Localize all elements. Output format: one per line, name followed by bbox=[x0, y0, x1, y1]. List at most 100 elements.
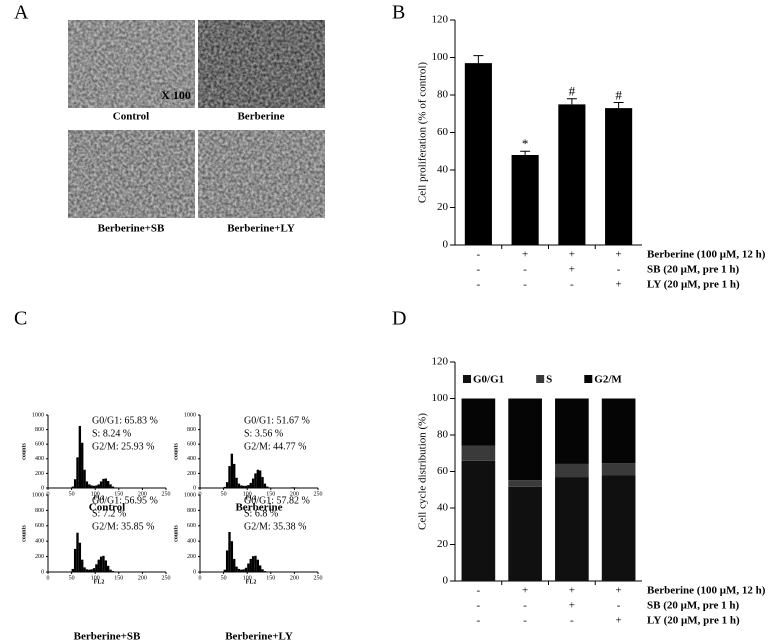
magnification: X 100 bbox=[161, 88, 191, 102]
condition-sign: + bbox=[616, 249, 622, 261]
y-tick-label: 200 bbox=[187, 471, 196, 477]
x-tick-label: 200 bbox=[290, 491, 299, 497]
x-tick-label: 0 bbox=[47, 575, 50, 581]
y-tick-label: 40 bbox=[437, 164, 449, 176]
histogram-bar bbox=[223, 486, 226, 488]
cycle-stat: S: 3.56 % bbox=[244, 428, 283, 439]
condition-sign: - bbox=[477, 249, 481, 261]
y-tick-label: 0 bbox=[193, 485, 196, 491]
histogram-bar bbox=[95, 485, 98, 488]
condition-sign: - bbox=[477, 615, 481, 627]
histogram-bar bbox=[256, 469, 259, 488]
condition-sign: + bbox=[569, 600, 575, 612]
y-tick-label: 600 bbox=[187, 442, 196, 448]
condition-sign: - bbox=[477, 279, 481, 291]
cycle-stat: G2/M: 35.85 % bbox=[92, 521, 155, 532]
histogram-caption: Berberine+LY bbox=[225, 631, 293, 643]
histogram-bar bbox=[240, 485, 243, 488]
histogram-bar bbox=[244, 567, 248, 572]
histogram-bar bbox=[102, 555, 105, 572]
histogram-bar bbox=[235, 566, 238, 572]
histogram-bar bbox=[95, 564, 98, 572]
bar-segment bbox=[601, 398, 636, 464]
y-tick-label: 800 bbox=[35, 427, 44, 433]
condition-label: SB (20 μM, pre 1 h) bbox=[647, 264, 740, 276]
y-tick-label: 1000 bbox=[184, 412, 196, 418]
x-tick-label: 0 bbox=[199, 575, 202, 581]
x-tick-label: 100 bbox=[91, 491, 100, 497]
y-tick-label: 400 bbox=[187, 539, 196, 545]
bar-segment bbox=[508, 398, 542, 481]
histogram-bar bbox=[242, 485, 245, 488]
histogram-bar bbox=[81, 559, 84, 572]
y-axis-title: counts bbox=[21, 525, 27, 542]
cycle-stat: G0/G1: 57.82 % bbox=[244, 495, 310, 506]
cycle-stat: S: 8.24 % bbox=[92, 428, 131, 439]
condition-sign: - bbox=[617, 264, 621, 276]
x-tick-label: 250 bbox=[314, 491, 323, 497]
y-tick-label: 600 bbox=[35, 523, 44, 529]
bar-segment bbox=[508, 486, 542, 581]
histogram-bar bbox=[99, 556, 103, 572]
histogram-bar bbox=[294, 487, 297, 488]
histogram-bar bbox=[92, 485, 96, 488]
histogram-bar bbox=[230, 453, 234, 488]
y-tick-label: 40 bbox=[437, 502, 449, 514]
micrograph-caption: Control bbox=[113, 111, 149, 123]
histogram-bar bbox=[85, 569, 89, 572]
x-tick-label: 150 bbox=[114, 491, 123, 497]
x-tick-label: 50 bbox=[69, 491, 75, 497]
condition-label: Berberine (100 μM, 12 h) bbox=[647, 585, 766, 597]
histogram-bar bbox=[237, 568, 241, 572]
histogram-bar bbox=[109, 484, 112, 488]
y-tick-label: 80 bbox=[437, 429, 449, 441]
histogram-bar bbox=[228, 531, 231, 572]
y-tick-label: 200 bbox=[35, 554, 44, 560]
y-tick-label: 60 bbox=[437, 465, 449, 477]
histogram-bar bbox=[225, 550, 229, 572]
y-tick-label: 0 bbox=[41, 485, 44, 491]
histogram-bar bbox=[88, 484, 91, 488]
bar-segment bbox=[508, 480, 542, 487]
condition-label: Berberine (100 μM, 12 h) bbox=[647, 249, 766, 261]
histogram-bar bbox=[104, 478, 107, 488]
y-tick-label: 60 bbox=[437, 126, 449, 138]
histogram-bar bbox=[78, 542, 82, 572]
y-tick-label: 1000 bbox=[32, 492, 44, 498]
condition-sign: + bbox=[569, 585, 575, 597]
y-tick-label: 600 bbox=[35, 442, 44, 448]
y-tick-label: 0 bbox=[41, 569, 44, 575]
condition-sign: - bbox=[477, 585, 481, 597]
histogram-bar bbox=[247, 485, 250, 488]
bar-segment bbox=[601, 475, 636, 581]
histogram-bar bbox=[249, 482, 252, 488]
histogram-bar bbox=[225, 482, 229, 488]
y-tick-label: 800 bbox=[35, 508, 44, 514]
x-tick-label: 200 bbox=[138, 575, 147, 581]
condition-sign: - bbox=[523, 279, 527, 291]
cycle-stat: S: 6.8 % bbox=[244, 508, 278, 519]
x-tick-label: 50 bbox=[221, 575, 227, 581]
condition-sign: - bbox=[523, 600, 527, 612]
histogram-bar bbox=[223, 569, 226, 572]
condition-sign: + bbox=[616, 279, 622, 291]
y-tick-label: 400 bbox=[35, 539, 44, 545]
y-axis-title: counts bbox=[173, 443, 179, 460]
histogram-bar bbox=[104, 560, 107, 572]
bar-segment bbox=[555, 477, 589, 581]
x-axis-title: FL2 bbox=[94, 579, 105, 585]
histogram-bar bbox=[228, 466, 231, 488]
micrograph-texture bbox=[198, 130, 325, 218]
y-axis-title: counts bbox=[173, 525, 179, 542]
significance-mark: * bbox=[522, 136, 529, 151]
histogram-bar bbox=[102, 478, 105, 488]
y-tick-label: 80 bbox=[437, 89, 449, 101]
histogram-bar bbox=[85, 481, 89, 488]
y-tick-label: 120 bbox=[432, 356, 449, 368]
x-tick-label: 0 bbox=[47, 491, 50, 497]
histogram-bar bbox=[254, 555, 257, 572]
legend-label: G2/M bbox=[594, 374, 622, 386]
histogram-bar bbox=[76, 532, 79, 572]
histogram-bar bbox=[263, 483, 267, 488]
x-tick-label: 150 bbox=[266, 491, 275, 497]
